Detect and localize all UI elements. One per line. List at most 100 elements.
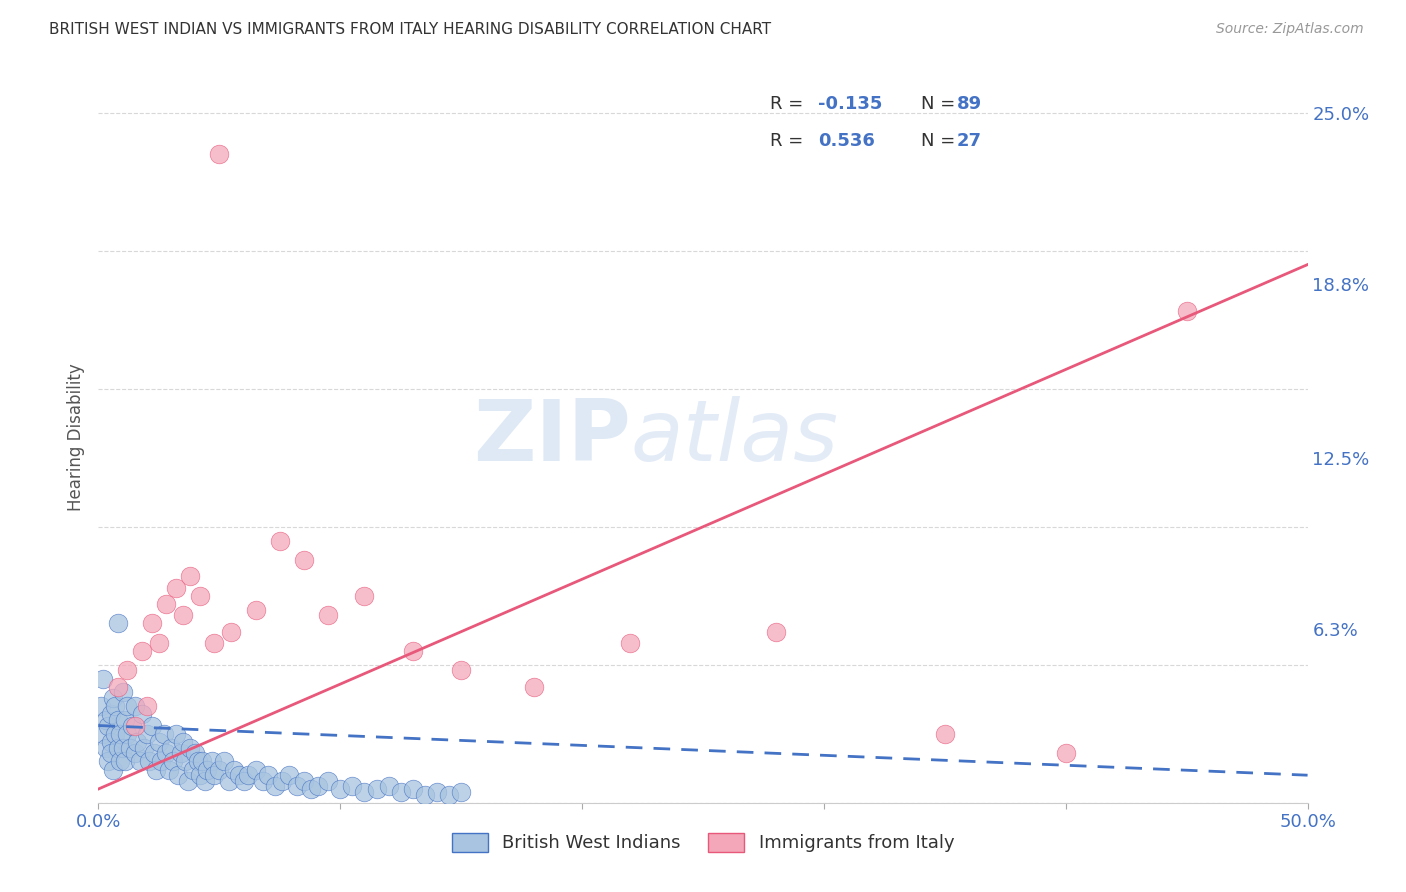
Point xyxy=(157,763,180,777)
Point xyxy=(128,755,150,769)
Point xyxy=(169,746,191,760)
Point xyxy=(523,680,546,694)
Point xyxy=(141,616,163,631)
Point xyxy=(131,644,153,658)
Point xyxy=(256,768,278,782)
Point xyxy=(342,779,364,793)
Point xyxy=(111,685,134,699)
Text: R =: R = xyxy=(769,132,808,150)
Point xyxy=(135,699,157,714)
Point xyxy=(150,755,173,769)
Point xyxy=(101,690,124,705)
Point xyxy=(188,768,211,782)
Point xyxy=(148,636,170,650)
Point xyxy=(135,727,157,741)
Point xyxy=(181,763,204,777)
Point xyxy=(100,746,122,760)
Point xyxy=(366,782,388,797)
Point xyxy=(188,589,211,603)
Point xyxy=(117,699,139,714)
Point xyxy=(264,779,287,793)
Point xyxy=(389,785,412,799)
Point xyxy=(402,644,425,658)
Point xyxy=(278,768,301,782)
Legend: British West Indians, Immigrants from Italy: British West Indians, Immigrants from It… xyxy=(444,826,962,860)
Point xyxy=(194,773,217,788)
Point xyxy=(124,746,146,760)
Text: N =: N = xyxy=(921,95,960,113)
Point xyxy=(187,755,209,769)
Point xyxy=(285,779,308,793)
Point xyxy=(124,718,146,732)
Y-axis label: Hearing Disability: Hearing Disability xyxy=(66,363,84,511)
Point xyxy=(104,699,127,714)
Point xyxy=(245,602,267,616)
Point xyxy=(91,727,114,741)
Point xyxy=(450,785,472,799)
Point xyxy=(160,740,183,755)
Point xyxy=(131,707,153,722)
Point xyxy=(329,782,352,797)
Point xyxy=(138,755,160,769)
Point xyxy=(165,581,187,595)
Point xyxy=(179,569,201,583)
Point xyxy=(107,616,129,631)
Point xyxy=(245,763,267,777)
Point xyxy=(292,773,315,788)
Point xyxy=(177,773,200,788)
Point xyxy=(117,727,139,741)
Point xyxy=(124,699,146,714)
Point xyxy=(145,763,167,777)
Text: 89: 89 xyxy=(957,95,981,113)
Point xyxy=(1054,746,1077,760)
Point xyxy=(232,773,254,788)
Point xyxy=(100,707,122,722)
Point xyxy=(204,768,226,782)
Point xyxy=(118,740,141,755)
Point xyxy=(179,740,201,755)
Point xyxy=(765,624,787,639)
Point xyxy=(238,768,260,782)
Point xyxy=(934,727,956,741)
Text: Source: ZipAtlas.com: Source: ZipAtlas.com xyxy=(1216,22,1364,37)
Point xyxy=(107,713,129,727)
Point xyxy=(97,718,120,732)
Point xyxy=(402,782,425,797)
Point xyxy=(450,663,472,677)
Point xyxy=(165,727,187,741)
Text: atlas: atlas xyxy=(630,395,838,479)
Point xyxy=(271,773,294,788)
Text: R =: R = xyxy=(769,95,808,113)
Point xyxy=(104,727,127,741)
Text: 27: 27 xyxy=(957,132,981,150)
Point xyxy=(308,779,330,793)
Point xyxy=(292,553,315,567)
Point xyxy=(143,746,166,760)
Point xyxy=(134,740,156,755)
Point xyxy=(141,718,163,732)
Point xyxy=(353,589,375,603)
Point xyxy=(121,718,143,732)
Point xyxy=(619,636,641,650)
Point xyxy=(201,755,224,769)
Point xyxy=(94,713,117,727)
Point xyxy=(413,788,436,802)
Point xyxy=(101,763,124,777)
Point xyxy=(269,533,291,548)
Point xyxy=(91,672,114,686)
Point xyxy=(228,768,250,782)
Point xyxy=(107,680,129,694)
Point xyxy=(114,713,136,727)
Point xyxy=(162,755,184,769)
Point xyxy=(108,727,131,741)
Point xyxy=(222,763,245,777)
Point xyxy=(191,755,214,769)
Point xyxy=(107,740,129,755)
Point xyxy=(100,735,122,749)
Text: 0.536: 0.536 xyxy=(818,132,875,150)
Point xyxy=(218,773,240,788)
Point xyxy=(195,763,218,777)
Point xyxy=(204,636,226,650)
Point xyxy=(353,785,375,799)
Point xyxy=(299,782,322,797)
